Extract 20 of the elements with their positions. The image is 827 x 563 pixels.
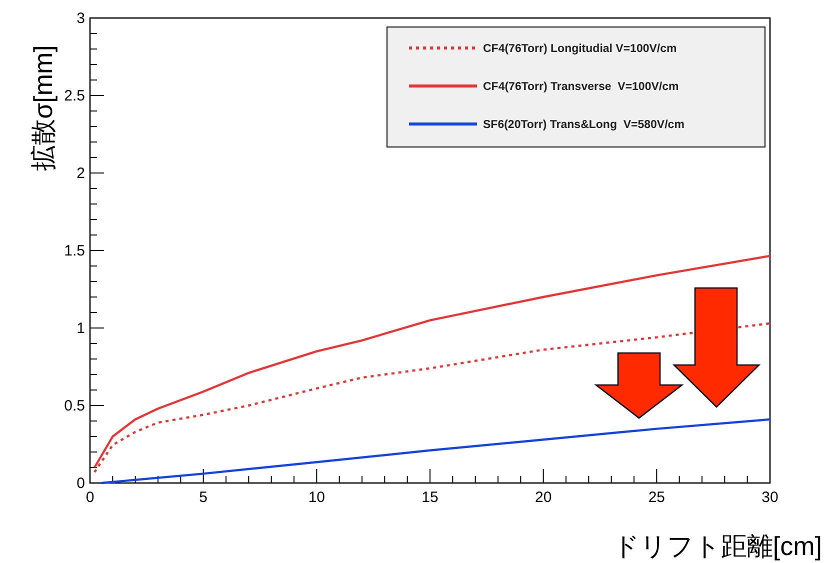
line-series	[100, 418, 772, 484]
line-series	[93, 254, 772, 469]
legend-label: CF4(76Torr) Transverse V=100V/cm	[483, 81, 679, 93]
x-tick-label: 5	[199, 489, 208, 506]
x-tick-label: 15	[422, 489, 438, 506]
x-tick-label: 25	[648, 489, 666, 506]
x-tick-label: 10	[308, 489, 326, 506]
y-tick-label: 3	[76, 10, 85, 27]
x-tick-label: 30	[762, 489, 778, 506]
y-tick-label: 2.5	[64, 88, 85, 104]
y-tick-label: 2	[76, 165, 85, 182]
y-tick-label: 0	[76, 475, 85, 492]
legend-label: CF4(76Torr) Longitudial V=100V/cm	[483, 43, 677, 55]
y-tick-label: 0.5	[64, 398, 85, 414]
y-axis-title: 拡散σ[mm]	[28, 45, 58, 171]
y-tick-label: 1	[76, 320, 85, 337]
x-tick-label: 20	[534, 489, 552, 506]
legend-label: SF6(20Torr) Trans&Long V=580V/cm	[483, 119, 684, 131]
y-tick-label: 1.5	[64, 242, 85, 260]
x-axis-title: ドリフト距離[cm]	[612, 531, 822, 561]
